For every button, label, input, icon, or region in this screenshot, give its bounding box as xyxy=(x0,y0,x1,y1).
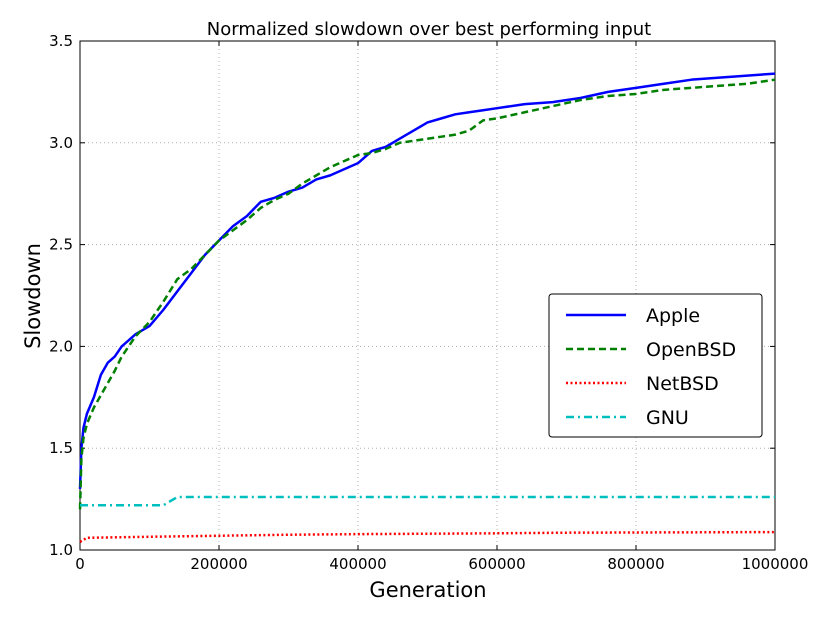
x-axis-label: Generation xyxy=(369,578,486,602)
legend: Apple OpenBSD NetBSD GNU xyxy=(548,293,763,438)
x-tick-label: 1000000 xyxy=(742,555,809,573)
y-tick-label: 2.0 xyxy=(49,337,73,355)
y-tick-label: 3.5 xyxy=(49,32,73,50)
legend-label-gnu: GNU xyxy=(646,407,689,429)
x-tick-label: 600000 xyxy=(468,555,525,573)
grid xyxy=(80,41,775,550)
legend-label-netbsd: NetBSD xyxy=(646,373,719,395)
x-tick-label: 800000 xyxy=(607,555,664,573)
tick-labels: 0 200000 400000 600000 800000 1000000 1.0 1.5 2.… xyxy=(49,32,808,573)
series-line-netbsd xyxy=(79,530,776,543)
legend-box xyxy=(548,293,763,438)
y-tick-label: 1.5 xyxy=(49,439,73,457)
axis-ticks xyxy=(79,40,776,551)
series-line-apple xyxy=(78,72,776,489)
y-tick-label: 2.5 xyxy=(49,236,73,254)
series-lines xyxy=(78,72,776,543)
series-line-openbsd xyxy=(78,78,776,510)
series-line-gnu xyxy=(80,495,775,507)
y-tick-label: 3.0 xyxy=(49,134,73,152)
y-axis-label: Slowdown xyxy=(21,243,45,349)
legend-label-openbsd: OpenBSD xyxy=(646,339,736,361)
plot-area xyxy=(79,40,776,551)
x-tick-label: 400000 xyxy=(329,555,386,573)
chart-title: Normalized slowdown over best performing… xyxy=(207,19,651,40)
legend-label-apple: Apple xyxy=(646,305,700,327)
x-tick-label: 0 xyxy=(75,555,85,573)
y-tick-label: 1.0 xyxy=(49,541,73,559)
x-tick-label: 200000 xyxy=(190,555,247,573)
